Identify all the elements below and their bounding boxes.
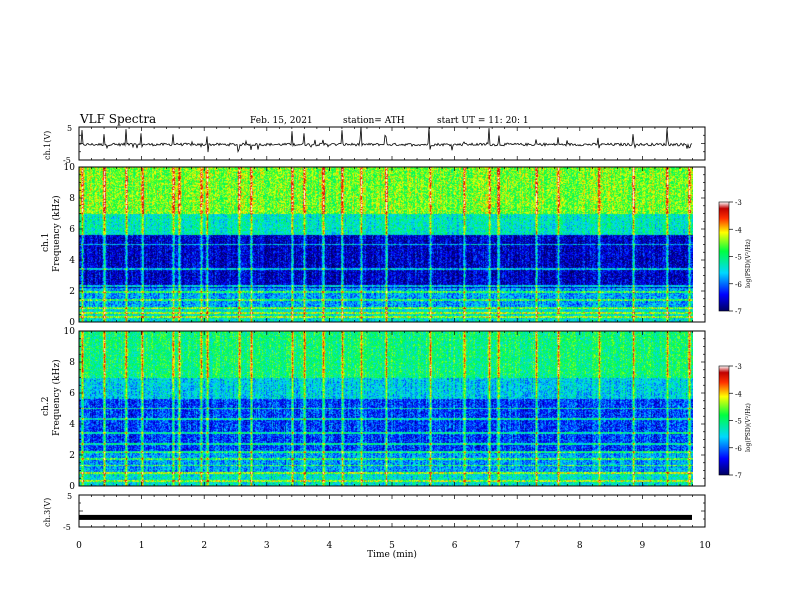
ch2-spec-label-freq: Frequency (kHz) [51, 359, 62, 436]
ch2-freq-tick-label: 4 [69, 420, 75, 430]
start-time-label: start UT = 11: 20: 1 [437, 116, 529, 126]
ch2-spec-label-channel: ch.2 [41, 397, 51, 416]
x-tick-label: 8 [577, 541, 583, 551]
x-tick-label: 5 [389, 541, 395, 551]
figure-title: VLF Spectra [79, 112, 156, 126]
colorbar-tick-label: -6 [735, 281, 742, 289]
ch1-spectrogram-panel: 0 2 4 6 8 10 ch.1 Frequency (kHz) [41, 163, 706, 328]
ch3-wave-tick-top: 5 [67, 492, 72, 501]
colorbar-tick-label: -4 [735, 390, 742, 398]
ch3-wave-tick-bottom: -5 [63, 523, 71, 532]
colorbar-tick-label: -3 [735, 199, 742, 207]
colorbar-tick-label: -7 [735, 308, 742, 316]
colorbar-tick-label: -4 [735, 226, 742, 234]
x-tick-label: 10 [699, 541, 711, 551]
ch1-colorbar: -3 -4 -5 -6 -7 log(PSD)(V²/Hz) [718, 199, 752, 316]
ch2-freq-tick-label: 0 [69, 482, 75, 492]
ch1-freq-tick-label: 0 [69, 318, 75, 328]
x-tick-label: 0 [76, 541, 82, 551]
ch2-freq-tick-label: 8 [69, 358, 75, 368]
colorbar-tick-label: -7 [735, 472, 742, 480]
ch1-colorbar-label: log(PSD)(V²/Hz) [745, 239, 752, 288]
ch1-spec-label-channel: ch.1 [41, 233, 51, 252]
ch2-freq-tick-label: 6 [69, 389, 75, 399]
ch3-waveform-trace [79, 514, 692, 520]
ch2-colorbar: -3 -4 -5 -6 -7 log(PSD)(V²/Hz) [718, 363, 752, 480]
colorbar-tick-label: -5 [735, 254, 742, 262]
ch3-wave-axis-label: ch.3(V) [43, 498, 52, 527]
colorbar-tick-label: -6 [735, 445, 742, 453]
ch1-waveform-panel: 5 -5 ch.1(V) [43, 124, 706, 165]
ch3-waveform-panel: 5 -5 ch.3(V) [43, 492, 706, 532]
x-tick-label: 7 [514, 541, 520, 551]
ch1-freq-tick-label: 4 [69, 256, 75, 266]
x-tick-label: 9 [640, 541, 646, 551]
ch1-freq-tick-label: 8 [69, 194, 75, 204]
ch1-freq-tick-label: 2 [69, 287, 75, 297]
station-label: station= ATH [343, 116, 405, 126]
ch1-wave-tick-bottom: -5 [63, 156, 71, 165]
ch2-freq-tick-label: 2 [69, 451, 75, 461]
ch2-freq-tick-label: 10 [64, 327, 76, 337]
colorbar-tick-label: -5 [735, 418, 742, 426]
x-tick-label: 2 [201, 541, 207, 551]
ch1-wave-tick-top: 5 [67, 124, 72, 133]
ch1-freq-tick-label: 10 [64, 163, 76, 173]
ch1-spec-label-freq: Frequency (kHz) [51, 195, 62, 272]
ch2-colorbar-label: log(PSD)(V²/Hz) [745, 403, 752, 452]
x-tick-label: 6 [452, 541, 458, 551]
x-tick-label: 3 [264, 541, 270, 551]
colorbar-tick-label: -3 [735, 363, 742, 371]
x-axis-label: Time (min) [367, 549, 417, 560]
ch1-wave-axis-label: ch.1(V) [43, 131, 52, 160]
ch1-freq-tick-label: 6 [69, 225, 75, 235]
x-tick-label: 1 [139, 541, 145, 551]
time-axis: 0 1 2 3 4 5 6 7 8 9 10 [76, 541, 711, 551]
x-tick-label: 4 [327, 541, 333, 551]
ch1-waveform-trace [79, 126, 693, 154]
date-label: Feb. 15, 2021 [250, 116, 313, 126]
ch2-spectrogram-panel: 0 2 4 6 8 10 ch.2 Frequency (kHz) [41, 327, 706, 492]
